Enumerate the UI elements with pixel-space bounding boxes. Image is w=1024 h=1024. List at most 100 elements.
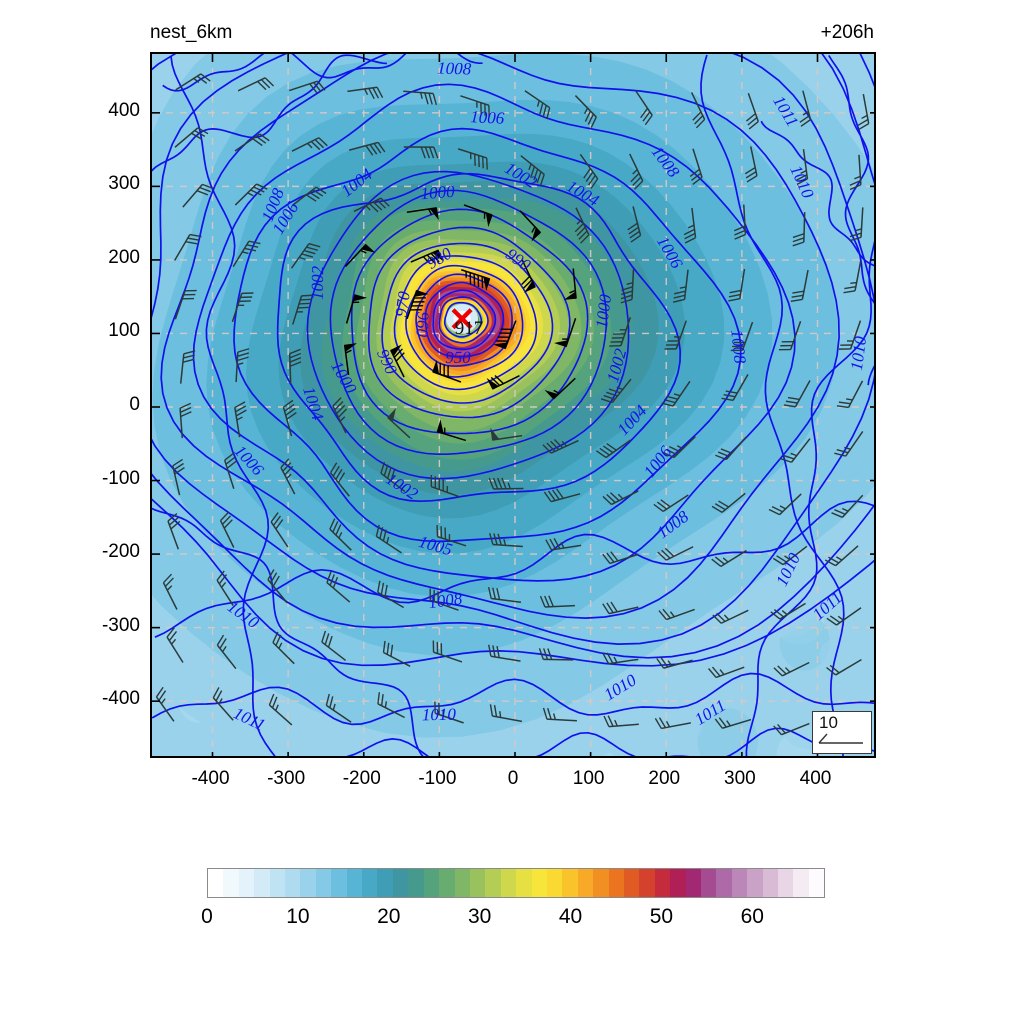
colorbar-swatch (608, 869, 624, 897)
colorbar-swatch (562, 869, 578, 897)
wind-barb (521, 259, 536, 293)
colorbar-tick-label: 60 (740, 905, 764, 928)
wind-barb (708, 666, 745, 679)
y-axis-tick-label: -100 (101, 467, 140, 489)
wind-barb (436, 524, 467, 547)
colorbar-swatch (346, 869, 363, 897)
wind-barb (545, 538, 582, 551)
y-axis-tick-label: 400 (108, 99, 140, 121)
colorbar-swatch (238, 869, 255, 897)
y-axis-tick-label: -300 (101, 614, 140, 636)
cyclone-plot: 1008 1006 1008 1004 1000 1002 1004 1008 1011 1010… (150, 52, 876, 758)
wind-barb (329, 462, 350, 497)
wind-barb (770, 602, 806, 620)
wind-barb (290, 243, 321, 269)
wind-barb (375, 524, 402, 554)
colorbar-swatch (362, 869, 378, 897)
colorbar-swatch (793, 869, 809, 897)
wind-barb (460, 95, 490, 118)
wind-barb (212, 687, 234, 721)
grid-lines (152, 54, 874, 756)
wind-barb (457, 148, 488, 170)
wind-barb (824, 545, 859, 567)
wind-barb (432, 640, 463, 663)
wind-barb (663, 436, 696, 459)
colorbar-swatch (747, 869, 763, 897)
isobar-label: 1000 (420, 182, 456, 204)
colorbar-tick-label: 30 (467, 905, 492, 928)
wind-barb (609, 317, 632, 347)
wind-barb (429, 588, 459, 611)
colorbar-swatch (331, 869, 347, 897)
wind-barb (627, 206, 642, 243)
wind-barb (223, 452, 237, 489)
wind-barb (714, 717, 752, 729)
isobar-label: 1010 (847, 335, 870, 372)
colorbar-swatch (469, 869, 486, 897)
x-axis-tick-label: -400 (191, 768, 230, 789)
wind-barb (796, 149, 809, 185)
wind-barb (634, 89, 653, 126)
wind-barb (382, 640, 411, 667)
wind-barb (291, 137, 328, 152)
x-axis-tick-label: 400 (799, 768, 832, 789)
wind-barb (182, 183, 214, 208)
colorbar-swatch (439, 869, 455, 897)
wind-barb (768, 493, 802, 516)
wind-barb (843, 261, 862, 294)
min-pressure-label: 917 (455, 318, 484, 339)
wind-barb (733, 204, 747, 240)
wind-barb (603, 715, 639, 728)
wind-barb (554, 318, 577, 348)
isobar-label: 1002 (308, 265, 327, 300)
x-axis-tick-label: 100 (572, 768, 605, 789)
wind-barb (329, 518, 352, 551)
y-axis-tick-label: -400 (101, 688, 140, 710)
wind-barb (234, 183, 268, 206)
wind-barb (430, 475, 460, 498)
page-title: nest_6km (150, 22, 233, 43)
wind-barb (282, 399, 297, 437)
wind-barb (656, 657, 693, 669)
wind-barb (792, 212, 806, 247)
wind-barb (834, 431, 864, 457)
wind-barb (488, 644, 521, 662)
wind-barb-legend: 10 (812, 711, 872, 754)
wind-barb (773, 661, 810, 677)
wind-barb (711, 492, 746, 513)
wind-barb (216, 570, 234, 606)
colorbar-swatch (516, 869, 532, 897)
wind-barb (493, 320, 517, 350)
wind-barb (434, 701, 464, 724)
isobar-label: 950 (445, 348, 471, 367)
colorbar-tick-label: 40 (558, 905, 583, 928)
wind-barb (406, 289, 429, 320)
colorbar-swatch (716, 869, 732, 897)
wind-barb (836, 380, 864, 409)
colorbar-swatch (300, 869, 316, 897)
x-axis-tick-label: -100 (418, 768, 457, 789)
wind-barb (542, 439, 579, 454)
colorbar-swatch (223, 869, 239, 897)
wind-barb (268, 693, 293, 726)
wind-barb (857, 93, 870, 131)
wind-barb (520, 155, 545, 186)
y-axis-tick-label: -200 (101, 541, 140, 563)
wind-barb (653, 494, 689, 513)
colorbar[interactable] (207, 868, 825, 898)
isobar-label: 1008 (727, 329, 749, 365)
wind-barb (377, 580, 405, 609)
wind-barb (602, 601, 639, 615)
wind-barb (721, 373, 749, 402)
wind-barb (711, 549, 747, 568)
x-axis-tick-label: 300 (724, 768, 756, 789)
wind-barb (237, 77, 275, 92)
wind-barb (574, 207, 590, 244)
wind-barb (175, 73, 211, 91)
colorbar-swatch (670, 869, 686, 897)
wind-barb (348, 141, 386, 156)
wind-barb (654, 717, 691, 730)
wind-barb (600, 378, 632, 404)
wind-barb (326, 571, 351, 603)
wind-barb (270, 512, 289, 548)
